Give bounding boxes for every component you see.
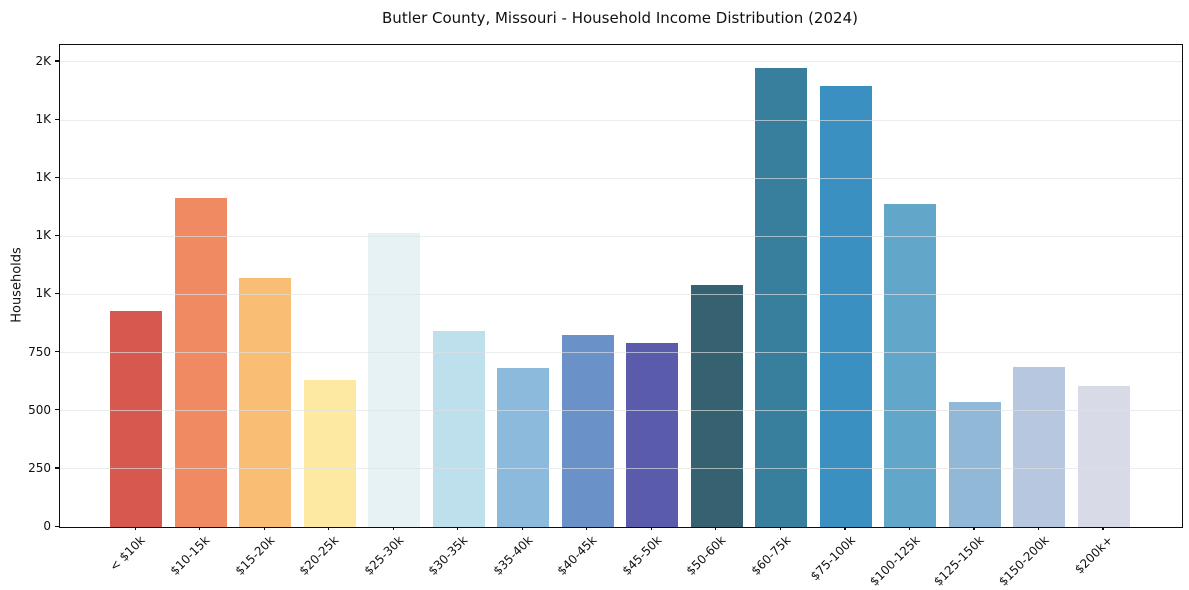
gridline-2000: [60, 61, 1182, 63]
x-tick-mark: [134, 526, 136, 530]
y-tick-label: 1K: [35, 228, 51, 243]
bar-$100-125k: [884, 203, 937, 527]
gridline-1750: [60, 119, 1182, 121]
y-tick-mark: [55, 234, 59, 237]
x-tick-mark: [715, 526, 717, 530]
x-tick-mark: [199, 526, 201, 530]
x-tick-label: $40-45k: [554, 533, 600, 578]
gridline-500: [60, 410, 1182, 412]
chart-title: Butler County, Missouri - Household Inco…: [382, 9, 858, 27]
x-tick-label: $100-125k: [866, 533, 923, 589]
bar-$20-25k: [303, 380, 356, 527]
x-tick-mark: [908, 526, 911, 530]
x-tick-mark: [1037, 526, 1040, 530]
x-tick-mark: [586, 526, 588, 530]
bar-$15-20k: [239, 277, 292, 527]
y-tick-label: 250: [28, 460, 51, 475]
gridline-750: [60, 352, 1182, 354]
x-tick-label: $25-30k: [361, 533, 407, 578]
x-tick-mark: [844, 526, 846, 530]
x-tick-label: $200k+: [1072, 533, 1116, 577]
bar-$40-45k: [561, 335, 614, 527]
x-tick-label: $10-15k: [167, 533, 213, 578]
x-tick-mark: [328, 526, 330, 530]
bar-$60-75k: [755, 68, 808, 527]
bar-$10-15k: [174, 198, 227, 527]
y-tick-mark: [55, 467, 59, 469]
y-tick-mark: [55, 176, 59, 178]
bars: [60, 45, 1182, 527]
x-tick-label: $35-40k: [490, 533, 536, 578]
y-tick-label: 1K: [35, 170, 51, 185]
bar-$25-30k: [368, 233, 421, 527]
y-tick-label: 500: [28, 402, 51, 417]
y-tick-mark: [55, 525, 59, 527]
x-tick-mark: [457, 526, 459, 530]
bar-$125-150k: [948, 401, 1001, 527]
x-tick-mark: [263, 526, 265, 530]
gridline-1250: [60, 235, 1182, 237]
y-tick-mark: [55, 118, 59, 120]
y-tick-label: 1K: [35, 112, 51, 127]
x-tick-mark: [650, 526, 652, 530]
x-tick-mark: [521, 526, 523, 530]
x-tick-label: $60-75k: [748, 533, 794, 578]
x-tick-label: $20-25k: [296, 533, 342, 578]
bar-$150-200k: [1013, 367, 1066, 527]
gridline-250: [60, 468, 1182, 470]
y-tick-mark: [55, 292, 59, 295]
bar-$50-60k: [690, 285, 743, 527]
x-tick-label: $15-20k: [232, 533, 277, 578]
bar-< $10k: [110, 310, 162, 527]
x-tick-mark: [1102, 526, 1104, 530]
y-tick-mark: [55, 60, 59, 62]
gridline-1000: [60, 294, 1182, 295]
x-tick-mark: [392, 526, 394, 530]
bar-$30-35k: [432, 331, 485, 527]
x-tick-mark: [779, 526, 781, 530]
y-tick-label: 2K: [35, 53, 51, 68]
y-tick-label: 750: [28, 344, 51, 359]
x-tick-label: $30-35k: [425, 533, 471, 578]
gridline-1500: [60, 177, 1182, 179]
x-tick-label: $125-150k: [931, 533, 987, 589]
bar-$35-40k: [497, 368, 550, 527]
y-tick-mark: [55, 409, 59, 411]
bar-$45-50k: [626, 343, 679, 527]
y-tick-label: 0: [43, 519, 51, 533]
plot-area: [59, 44, 1183, 528]
bar-$75-100k: [819, 86, 872, 527]
x-tick-mark: [973, 526, 975, 530]
x-tick-label: $75-100k: [807, 533, 858, 584]
y-tick-label: 1K: [35, 286, 51, 301]
y-tick-mark: [55, 351, 59, 353]
x-tick-label: $50-60k: [683, 533, 729, 578]
x-tick-label: $45-50k: [619, 533, 665, 578]
x-tick-label: $150-200k: [995, 533, 1052, 589]
bar-$200k+: [1077, 385, 1130, 527]
x-tick-label: < $10k: [107, 533, 148, 574]
